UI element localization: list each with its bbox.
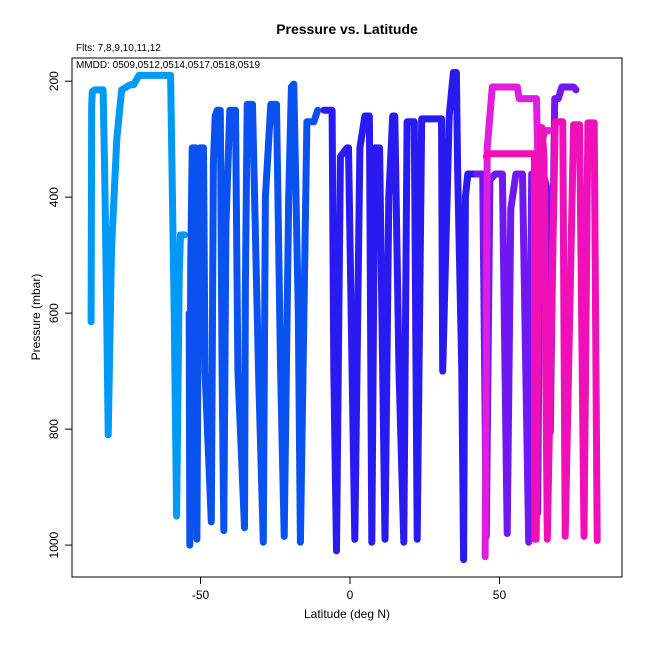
y-tick-label-5: 1000 [47,531,61,558]
chart-title: Pressure vs. Latitude [276,21,418,37]
x-axis-label: Latitude (deg N) [304,607,390,621]
series-line-6 [482,118,601,544]
y-axis: 200 400 600 800 1000 [47,71,72,558]
dates-annotation: MMDD: 0509,0512,0514,0517,0518,0519 [76,60,260,71]
flights-annotation: Flts: 7,8,9,10,11,12 [76,43,161,54]
x-tick-label-1: -50 [192,588,210,602]
series-line-2 [185,80,322,549]
x-tick-label-2: 0 [347,588,354,602]
series-line-1 [87,71,188,520]
x-axis: -50 0 50 [192,577,507,602]
y-tick-label-1: 200 [47,71,61,91]
plot-frame [71,57,623,578]
series-line-3 [320,69,480,564]
y-tick-label-3: 600 [47,303,61,323]
y-axis-label: Pressure (mbar) [29,274,43,361]
y-tick-label-2: 400 [47,187,61,207]
x-tick-label-3: 50 [493,588,507,602]
y-tick-label-4: 800 [47,419,61,439]
series-group [87,69,601,564]
